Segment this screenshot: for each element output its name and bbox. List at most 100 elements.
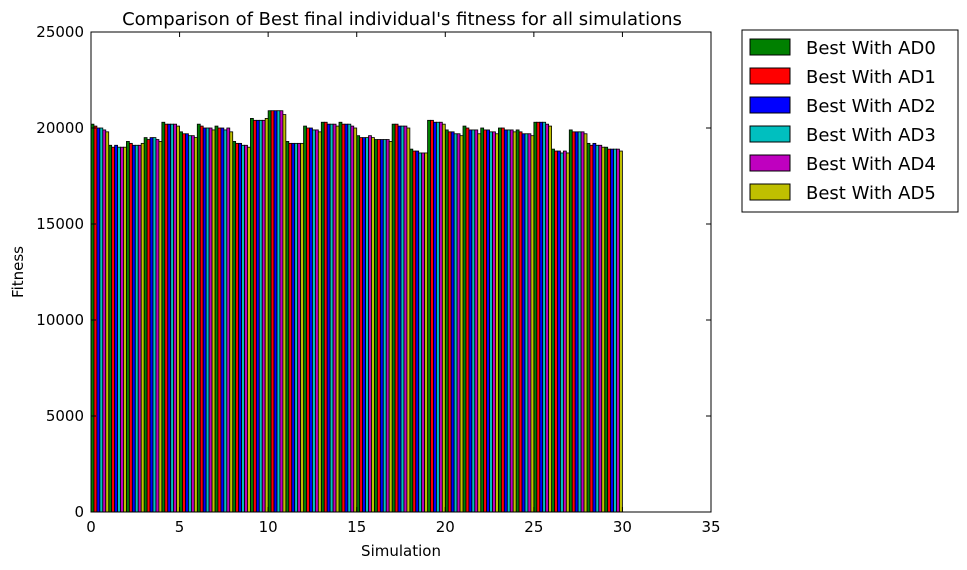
bar-ad3-sim3 <box>152 137 157 513</box>
bar-ad3-sim19 <box>436 121 440 513</box>
bar-ad1-sim18 <box>412 150 417 513</box>
bar-ad1-sim15 <box>359 137 364 513</box>
bar-ad1-sim0 <box>93 125 98 513</box>
chart-title: Comparison of Best final individual's fi… <box>122 9 682 30</box>
x-tick-label: 0 <box>86 518 96 536</box>
bar-ad4-sim6 <box>208 127 213 513</box>
bar-ad1-sim5 <box>182 133 186 513</box>
bar-ad3-sim14 <box>347 123 352 513</box>
bar-ad5-sim26 <box>565 152 570 513</box>
bar-ad1-sim19 <box>430 119 434 513</box>
bar-ad4-sim1 <box>120 146 124 513</box>
bar-ad3-sim7 <box>223 129 228 513</box>
bar-ad2-sim11 <box>291 142 296 513</box>
bar-ad5-sim21 <box>477 133 482 513</box>
bar-ad1-sim29 <box>607 148 612 513</box>
legend-label-ad4: Best With AD4 <box>806 154 936 175</box>
bar-ad2-sim2 <box>131 144 136 513</box>
x-tick-label: 30 <box>613 518 632 536</box>
bar-ad2-sim24 <box>521 133 526 513</box>
bar-ad0-sim6 <box>196 123 201 513</box>
bar-ad4-sim27 <box>580 131 585 513</box>
bar-ad2-sim0 <box>96 127 101 513</box>
bar-ad2-sim16 <box>379 139 384 513</box>
legend-swatch-ad1 <box>749 67 791 85</box>
bar-ad2-sim10 <box>273 110 278 513</box>
bar-ad0-sim5 <box>179 131 183 513</box>
bar-ad0-sim19 <box>427 119 431 513</box>
bar-ad5-sim8 <box>247 146 251 513</box>
bar-ad5-sim7 <box>229 131 234 513</box>
bar-ad2-sim20 <box>450 131 455 513</box>
y-tick-label: 0 <box>74 503 84 521</box>
bar-ad1-sim12 <box>306 127 310 513</box>
bar-ad1-sim14 <box>341 123 346 513</box>
bar-ad3-sim5 <box>188 135 192 513</box>
bar-ad5-sim6 <box>211 129 216 513</box>
bar-ad1-sim9 <box>252 119 257 513</box>
bar-ad5-sim16 <box>388 141 393 513</box>
bar-ad0-sim9 <box>250 118 254 513</box>
legend-label-ad3: Best With AD3 <box>806 125 936 146</box>
bar-ad2-sim4 <box>167 123 172 513</box>
bar-ad5-sim17 <box>406 127 411 513</box>
bar-ad5-sim3 <box>158 141 163 513</box>
bar-ad4-sim26 <box>562 150 567 513</box>
bar-ad5-sim22 <box>495 133 499 513</box>
bar-ad5-sim12 <box>317 131 322 513</box>
bar-ad5-sim1 <box>123 146 127 513</box>
x-tick-label: 10 <box>259 518 278 536</box>
bar-ad3-sim26 <box>560 152 564 513</box>
bar-ad3-sim17 <box>400 125 405 513</box>
legend: Best With AD0 Best With AD1 Best With AD2 B… <box>741 29 959 213</box>
bar-ad0-sim10 <box>267 110 272 513</box>
bar-ad0-sim18 <box>409 148 414 513</box>
y-tick-label: 15000 <box>36 215 84 233</box>
bar-ad0-sim7 <box>214 125 219 513</box>
y-tick-label: 25000 <box>36 23 84 41</box>
bar-ad5-sim14 <box>353 127 358 513</box>
bar-ad1-sim10 <box>270 110 275 513</box>
bar-ad0-sim4 <box>161 121 166 513</box>
bar-ad4-sim29 <box>616 148 620 513</box>
bar-ad4-sim25 <box>545 123 550 513</box>
bar-ad5-sim9 <box>264 118 269 513</box>
bar-ad0-sim24 <box>515 129 520 513</box>
bar-ad4-sim4 <box>173 123 178 513</box>
bar-ad5-sim5 <box>193 137 198 513</box>
bar-ad2-sim6 <box>202 127 207 513</box>
bar-ad5-sim28 <box>601 146 606 513</box>
bar-ad0-sim25 <box>533 121 538 513</box>
bar-ad4-sim8 <box>244 144 248 513</box>
bar-ad3-sim13 <box>329 123 334 513</box>
bar-ad3-sim16 <box>382 139 387 513</box>
bar-ad1-sim6 <box>199 125 204 513</box>
bar-ad5-sim10 <box>282 114 287 513</box>
bar-ad0-sim1 <box>108 144 113 513</box>
bar-ad1-sim23 <box>500 127 505 513</box>
bar-ad2-sim22 <box>486 129 490 513</box>
bar-ad2-sim15 <box>362 137 366 513</box>
x-tick-label: 25 <box>524 518 543 536</box>
bar-ad0-sim23 <box>498 127 502 513</box>
bar-ad4-sim10 <box>279 110 284 513</box>
bar-ad5-sim0 <box>105 131 110 513</box>
bar-ad4-sim17 <box>403 125 408 513</box>
bar-ad4-sim28 <box>598 144 603 513</box>
bar-ad0-sim29 <box>604 146 609 513</box>
bar-ad3-sim9 <box>258 119 263 513</box>
legend-swatch-ad2 <box>749 96 791 114</box>
bar-ad4-sim20 <box>456 133 461 513</box>
ticks-layer: 0 5 10 15 20 25 30 35 0 5000 10000 15000 20000 25000 <box>36 23 720 536</box>
bar-ad2-sim9 <box>255 119 260 513</box>
bar-ad1-sim27 <box>571 131 576 513</box>
bar-ad5-sim18 <box>424 152 428 513</box>
bar-ad5-sim23 <box>512 131 517 513</box>
bar-ad2-sim23 <box>503 129 508 513</box>
bar-ad2-sim12 <box>309 127 313 513</box>
bar-ad0-sim3 <box>143 137 148 513</box>
bar-ad4-sim24 <box>527 133 532 513</box>
bar-ad1-sim3 <box>146 139 151 513</box>
bar-ad1-sim28 <box>589 144 594 513</box>
